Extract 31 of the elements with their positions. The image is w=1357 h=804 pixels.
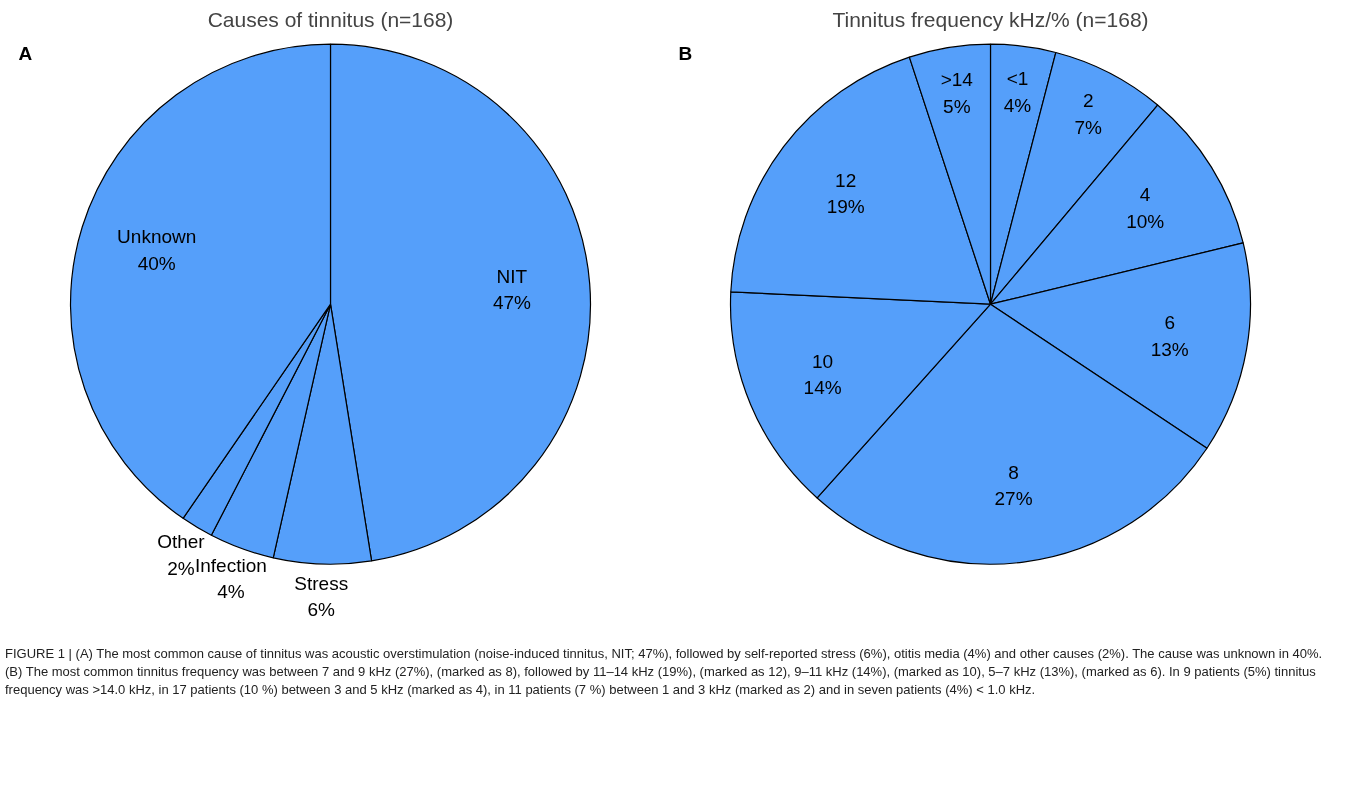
data-label: 4% (1003, 94, 1032, 116)
slice-label: Unknown (117, 226, 197, 248)
data-label: 13% (1150, 338, 1189, 360)
data-label: 19% (826, 196, 865, 218)
slice-label: Stress (294, 572, 349, 594)
slice-label: 4 (1139, 184, 1151, 206)
data-label: 10% (1126, 210, 1165, 232)
caption: FIGURE 1 | (A) The most common cause of tinnitus was acoustic overstimulation (noise-induced tinnitus, NIT; 47%), followed by self-reported stress (6%), otitis media (4%) and other causes (2%). The cause was unknown in 40%. (B) The most common tinnitus frequency was between 7 and 9 kHz (27%), (marked as 8), followed by 11–14 kHz (19%), (marked as 12), 9–11 kHz (14%), (marked as 10), 5–7 kHz (13%), (marked as 6). In 9 patients (5%) tinnitus frequency was >14.0 kHz, in 17 patients (10 %) between 3 and 5 kHz (marked as 4), in 11 patients (7 %) between 1 and 3 kHz (marked as 2) and in seven patients (4%) < 1.0 kHz. (5, 645, 1324, 700)
slice-label: <1 (1006, 68, 1029, 90)
slice-label: 2 (1082, 90, 1094, 112)
chart-title: Tinnitus frequency kHz/% (n=168) (832, 7, 1149, 31)
text: A (18, 43, 33, 65)
slice-label: Infection (194, 555, 267, 577)
data-label: 6% (307, 598, 336, 620)
data-label: 14% (803, 377, 842, 399)
slice-label: Other (157, 531, 206, 553)
data-label: 4% (217, 581, 245, 603)
data-label: 47% (492, 292, 532, 314)
chart-title: Causes of tinnitus (n=168) (207, 7, 454, 31)
slice-label: NIT (496, 266, 528, 288)
data-label: 7% (1074, 116, 1103, 138)
slice-label: >14 (940, 69, 974, 91)
data-label: 40% (137, 252, 176, 274)
slice-label: 6 (1164, 312, 1176, 334)
slice-label: 8 (1008, 461, 1019, 483)
text: B (678, 43, 693, 65)
data-label: 27% (994, 487, 1033, 509)
data-label: 2% (167, 557, 195, 579)
slice-label: 12 (835, 169, 857, 191)
slice-label: 10 (812, 351, 834, 373)
data-label: 5% (943, 95, 971, 117)
